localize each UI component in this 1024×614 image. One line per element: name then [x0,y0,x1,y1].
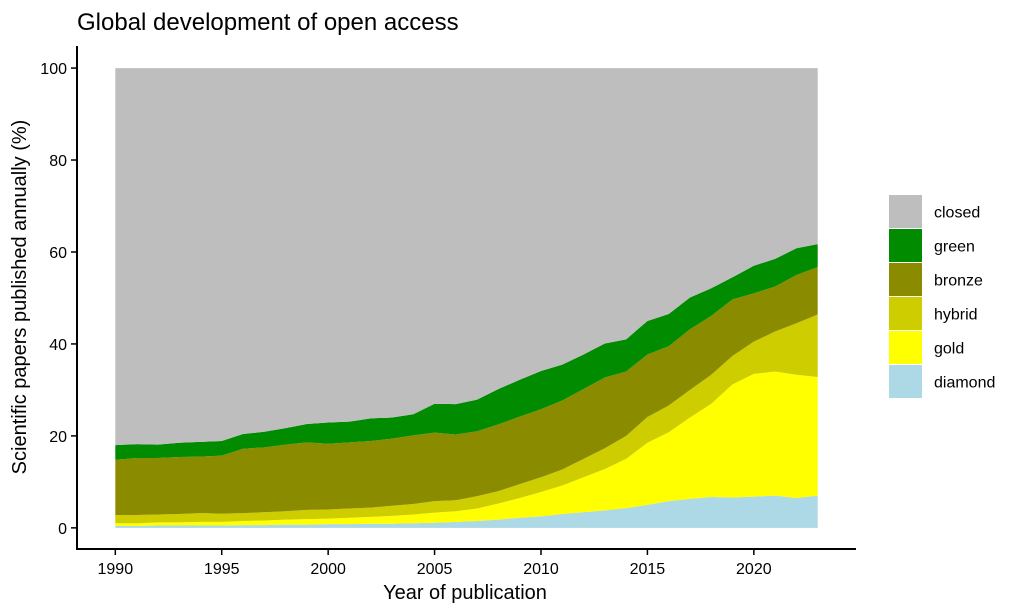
legend-key-green [889,229,922,262]
y-tick-label: 20 [49,429,67,446]
x-tick-label: 2010 [523,561,559,578]
y-axis-label: Scientific papers published annually (%) [9,120,31,475]
legend-label-bronze: bronze [934,273,983,290]
legend-label-green: green [934,239,975,256]
y-tick-label: 0 [58,521,67,538]
legend-key-hybrid [889,297,922,330]
legend: closed green bronze hybrid gold diamond [889,195,995,398]
x-tick-label: 2015 [630,561,666,578]
y-tick-label: 80 [49,153,67,170]
legend-label-gold: gold [934,341,964,358]
x-axis-label: Year of publication [383,582,547,604]
chart-title: Global development of open access [77,9,459,36]
x-ticks: 1990 1995 2000 2005 2010 2015 2020 [98,549,772,578]
legend-key-closed [889,195,922,228]
legend-key-bronze [889,263,922,296]
area-diamond [115,495,818,528]
x-tick-label: 2005 [417,561,453,578]
legend-key-diamond [889,365,922,398]
x-tick-label: 2020 [736,561,772,578]
x-tick-label: 1990 [98,561,134,578]
area-hybrid [115,314,818,524]
x-tick-label: 1995 [204,561,240,578]
y-tick-label: 40 [49,337,67,354]
area-layers [115,68,818,528]
area-bronze [115,267,818,515]
axes [76,46,856,550]
area-gold [115,371,818,527]
legend-key-gold [889,331,922,364]
y-tick-label: 60 [49,245,67,262]
y-ticks: 0 20 40 60 80 100 [40,61,77,538]
y-tick-label: 100 [40,61,67,78]
area-closed [115,68,818,446]
legend-label-diamond: diamond [934,375,995,392]
legend-label-closed: closed [934,205,980,222]
x-tick-label: 2000 [310,561,346,578]
legend-label-hybrid: hybrid [934,307,978,324]
area-green [115,244,818,460]
